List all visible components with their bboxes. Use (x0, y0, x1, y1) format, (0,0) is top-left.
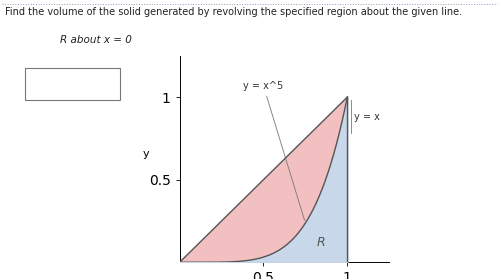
Y-axis label: y: y (143, 149, 149, 159)
FancyBboxPatch shape (25, 68, 120, 100)
Text: R: R (317, 236, 326, 249)
Text: y = x^5: y = x^5 (244, 81, 304, 220)
Text: R about x = 0: R about x = 0 (60, 35, 132, 45)
Text: Find the volume of the solid generated by revolving the specified region about t: Find the volume of the solid generated b… (5, 7, 462, 17)
Text: y = x: y = x (354, 112, 380, 122)
